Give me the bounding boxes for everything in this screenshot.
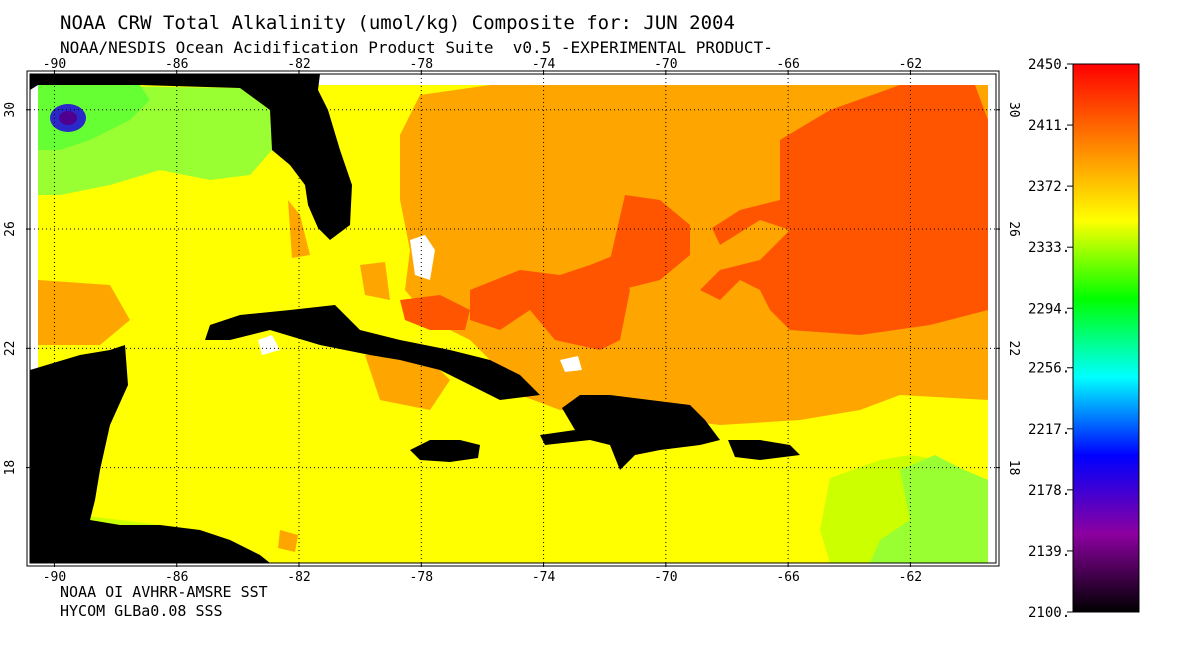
lon-label-bottom: -86: [165, 570, 188, 585]
lon-label-top: -70: [654, 57, 677, 72]
colorbar-tick-label: 2178.: [1028, 483, 1070, 499]
colorbar-tick-label: 2411.: [1028, 118, 1070, 134]
colorbar-tick-label: 2294.: [1028, 301, 1070, 317]
lat-label-left: 26: [3, 221, 18, 237]
lon-label-bottom: -74: [532, 570, 556, 585]
chart-title: NOAA CRW Total Alkalinity (umol/kg) Comp…: [60, 12, 735, 34]
ocean-red-orange-cuba-north-region: [400, 295, 470, 330]
lat-label-left: 22: [3, 340, 18, 356]
land-puerto-rico: [728, 440, 800, 460]
colorbar-tick-label: 2139.: [1028, 544, 1070, 560]
land-masses: [30, 74, 800, 563]
ocean-orange-small-patch: [278, 530, 298, 552]
shallow-bank-turks: [560, 356, 582, 372]
lon-label-bottom: -66: [776, 570, 799, 585]
land-hispaniola: [540, 395, 720, 470]
ocean-low-alkalinity-purple-plume: [59, 111, 77, 125]
lon-label-top: -86: [165, 57, 188, 72]
ocean-green-coastal-region: [38, 85, 150, 150]
ocean-light-green-region: [870, 455, 988, 563]
lat-label-right: 30: [1006, 102, 1021, 118]
lon-label-top: -66: [776, 57, 799, 72]
shallow-bank-andros: [410, 235, 435, 280]
lon-label-top: -62: [899, 57, 922, 72]
colorbar-tick-label: 2100.: [1028, 605, 1070, 621]
chart-subtitle: NOAA/NESDIS Ocean Acidification Product …: [60, 38, 773, 57]
lat-label-left: 30: [3, 102, 18, 118]
lon-label-bottom: -90: [43, 570, 66, 585]
ocean-orange-cuba-patch: [360, 262, 390, 300]
shallow-banks: [258, 235, 582, 372]
land-yucatan-central-america: [30, 345, 270, 563]
map-frame: [29, 73, 997, 564]
lon-label-top: -74: [532, 57, 556, 72]
ocean-orange-gulf-patch: [38, 280, 130, 345]
ocean-red-orange-bahamas-region: [470, 255, 630, 350]
colorbar-tick-label: 2372.: [1028, 179, 1070, 195]
land-cuba: [205, 305, 540, 400]
lon-label-bottom: -62: [899, 570, 922, 585]
lat-label-right: 26: [1006, 221, 1021, 237]
lon-label-bottom: -78: [410, 570, 433, 585]
lat-label-left: 18: [3, 460, 18, 476]
lon-label-top: -90: [43, 57, 66, 72]
footer-sst-source: NOAA OI AVHRR-AMSRE SST: [60, 583, 268, 601]
footer-sss-source: HYCOM GLBa0.08 SSS: [60, 602, 223, 620]
land-jamaica: [410, 440, 480, 462]
ocean-red-orange-sargasso-region: [700, 85, 988, 335]
land-florida-gulf-coast: [30, 74, 352, 240]
colorbar-tick-label: 2333.: [1028, 240, 1070, 256]
colorbar-tick-label: 2217.: [1028, 422, 1070, 438]
colorbar-tick-label: 2450.: [1028, 57, 1070, 73]
shallow-bank-isla-juventud: [258, 335, 280, 355]
lon-label-bottom: -82: [287, 570, 310, 585]
lon-label-bottom: -70: [654, 570, 677, 585]
map-grid: [30, 74, 996, 563]
map-outer-frame: [26, 70, 1000, 567]
colorbar: [1072, 63, 1140, 613]
lon-label-top: -78: [410, 57, 433, 72]
lat-label-right: 18: [1006, 460, 1021, 476]
ocean-red-orange-central-region: [610, 195, 690, 290]
colorbar-ticks: 2450. 2411. 2372. 2333. 2294. 2256. 2217. 2178.…: [1028, 57, 1073, 621]
colorbar-tick-label: 2256.: [1028, 361, 1070, 377]
map-field: [30, 74, 996, 563]
map-axes: -90 -90 -86 -86 -82 -82 -78 -78 -74 -74 -70 -70 -66 -…: [3, 57, 1021, 585]
lon-label-top: -82: [287, 57, 310, 72]
lat-label-right: 22: [1006, 340, 1021, 356]
